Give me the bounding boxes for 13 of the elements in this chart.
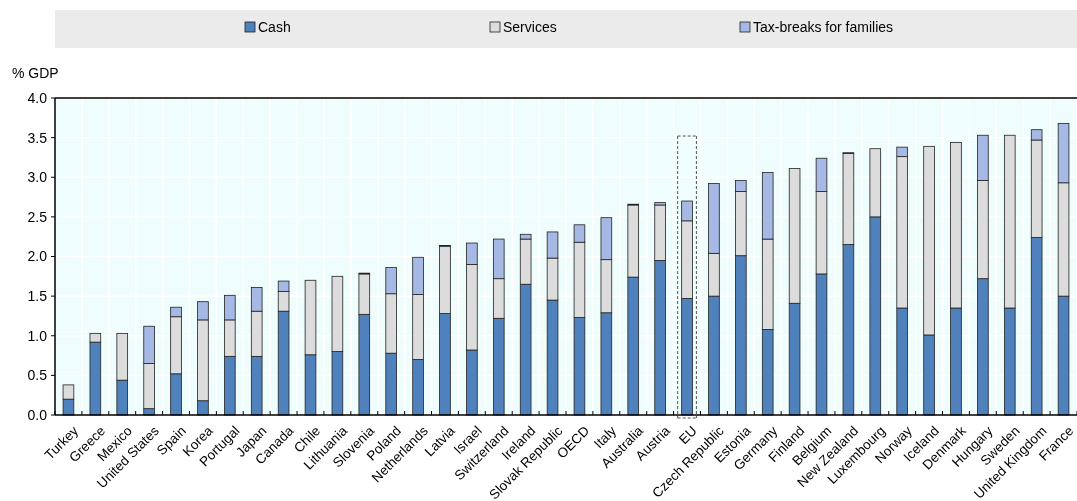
y-tick-label: 2.5 [27, 208, 48, 225]
y-tick-label: 4.0 [27, 89, 48, 106]
y-tick-label: 3.0 [27, 169, 48, 186]
y-tick-label: 1.0 [27, 327, 48, 344]
y-tick-label: 2.0 [27, 248, 48, 265]
y-tick-label: 0.5 [27, 367, 48, 384]
y-tick-label: 3.5 [27, 129, 48, 146]
y-axis-title: % GDP [12, 65, 59, 81]
legend-label: Tax-breaks for families [753, 18, 894, 35]
legend-label: Services [503, 18, 557, 35]
y-tick-label: 1.5 [27, 288, 48, 305]
y-tick-label: 0.0 [27, 406, 48, 423]
legend-label: Cash [258, 18, 291, 35]
